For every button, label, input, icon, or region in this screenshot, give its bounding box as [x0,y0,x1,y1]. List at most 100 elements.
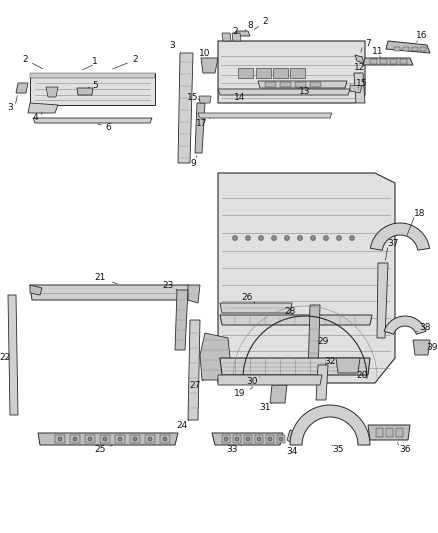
Bar [85,435,95,443]
Polygon shape [413,340,430,355]
Polygon shape [218,375,322,385]
Bar [265,82,276,87]
Polygon shape [198,113,332,118]
Polygon shape [188,285,200,303]
Polygon shape [188,320,200,420]
Text: 32: 32 [324,357,336,366]
Bar [244,435,252,443]
Polygon shape [336,358,360,373]
Text: 16: 16 [416,31,428,41]
Circle shape [336,236,342,240]
Text: 17: 17 [196,118,208,127]
Polygon shape [212,433,283,445]
Bar [273,68,288,78]
Circle shape [58,437,62,441]
Polygon shape [46,87,58,97]
Polygon shape [195,103,205,153]
Polygon shape [363,58,413,65]
Text: 3: 3 [7,103,13,112]
Polygon shape [350,85,362,93]
Circle shape [88,437,92,441]
Text: 14: 14 [234,93,246,102]
Polygon shape [199,96,211,103]
Polygon shape [77,88,93,95]
Bar [386,428,393,437]
Bar [238,68,253,78]
Text: 29: 29 [317,336,328,345]
Polygon shape [201,58,218,73]
Polygon shape [30,285,42,295]
Circle shape [163,437,167,441]
Bar [145,435,155,443]
Bar [100,435,110,443]
Bar [403,47,409,51]
Bar [256,68,271,78]
Circle shape [257,437,261,441]
Bar [376,428,383,437]
Polygon shape [178,53,193,163]
Text: 26: 26 [241,294,253,303]
Polygon shape [28,103,58,113]
Polygon shape [220,303,292,313]
Text: 18: 18 [414,208,426,217]
Text: 25: 25 [94,446,106,455]
Text: 38: 38 [419,324,431,333]
Polygon shape [220,358,370,375]
Polygon shape [355,55,364,63]
Polygon shape [30,73,155,105]
Text: 11: 11 [372,46,384,55]
Bar [115,435,125,443]
Circle shape [235,437,239,441]
Bar [295,82,306,87]
Text: 21: 21 [94,273,106,282]
Text: 33: 33 [226,446,238,455]
Text: 2: 2 [262,18,268,27]
Text: 3: 3 [169,42,175,51]
Bar [394,47,400,51]
Polygon shape [218,173,395,383]
Text: 7: 7 [365,38,371,47]
Polygon shape [38,433,178,445]
Circle shape [279,437,283,441]
Bar [400,59,407,64]
Circle shape [73,437,77,441]
Bar [55,435,65,443]
Bar [420,47,426,51]
Text: 27: 27 [189,381,201,390]
Polygon shape [30,285,195,300]
Circle shape [103,437,107,441]
Polygon shape [16,83,28,93]
Bar [280,82,291,87]
Text: 4: 4 [32,114,38,123]
Circle shape [311,236,315,240]
Polygon shape [386,41,430,53]
Circle shape [297,236,303,240]
Text: 19: 19 [234,389,246,398]
Polygon shape [175,290,188,350]
Circle shape [224,437,228,441]
Text: 9: 9 [190,158,196,167]
Text: 34: 34 [286,447,298,456]
Polygon shape [222,33,231,41]
Bar [370,59,377,64]
Text: 31: 31 [259,403,271,413]
Text: 28: 28 [284,306,296,316]
Polygon shape [308,305,320,375]
Circle shape [268,437,272,441]
Circle shape [350,236,354,240]
Bar [255,435,263,443]
Circle shape [285,236,290,240]
Text: 2: 2 [232,28,238,36]
Circle shape [272,236,276,240]
Bar [380,59,387,64]
Bar [266,435,274,443]
Bar [160,435,170,443]
Polygon shape [258,81,347,88]
Polygon shape [232,33,241,41]
Polygon shape [200,333,230,380]
Text: 30: 30 [246,376,258,385]
Polygon shape [270,385,287,403]
Text: 23: 23 [162,280,174,289]
Polygon shape [377,263,388,338]
Bar [390,59,397,64]
